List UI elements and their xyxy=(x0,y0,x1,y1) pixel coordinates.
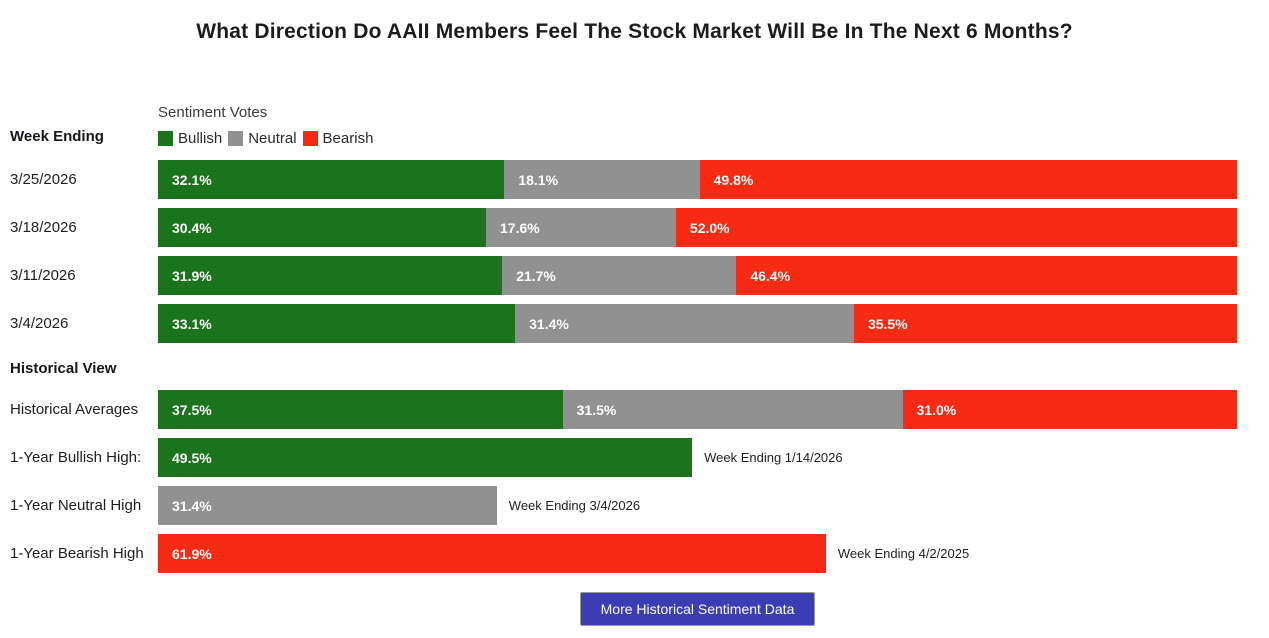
bullish-bar-segment: 30.4% xyxy=(158,208,487,247)
bar-area: 61.9% Week Ending 4/2/2025 xyxy=(158,534,1237,573)
bullish-value-label: 49.5% xyxy=(172,449,212,466)
neutral-bar-segment: 18.1% xyxy=(504,160,700,199)
neutral-value-label: 18.1% xyxy=(518,171,559,188)
neutral-value-label: 31.5% xyxy=(576,401,617,418)
sentiment-row: 3/4/2026 33.1% 31.4% 35.5% xyxy=(10,304,1269,343)
legend-item-bearish: Bearish xyxy=(302,130,374,147)
bearish-bar-segment: 52.0% xyxy=(675,208,1237,247)
week-ending-date: 3/25/2026 xyxy=(10,171,77,188)
sentiment-row: 3/25/2026 32.1% 18.1% 49.8% xyxy=(10,160,1269,199)
bar-area: 49.5% Week Ending 1/14/2026 xyxy=(158,438,1237,477)
page-title: What Direction Do AAII Members Feel The … xyxy=(196,20,1073,43)
bullish-value-label: 32.1% xyxy=(172,171,212,188)
legend-item-neutral: Neutral xyxy=(228,130,297,147)
historical-averages-row: Historical Averages 37.5% 31.5% 31.0% xyxy=(10,390,1269,429)
bearish-bar-segment: 31.0% xyxy=(902,390,1237,429)
week-ending-date: 3/18/2026 xyxy=(10,219,77,236)
week-ending-annotation: Week Ending 4/2/2025 xyxy=(837,546,970,561)
legend: Sentiment Votes Bullish Neutral Bearish xyxy=(158,104,379,147)
bullish-bar-segment: 32.1% xyxy=(158,160,505,199)
neutral-bar-segment: 21.7% xyxy=(502,256,737,295)
stacked-bar: 33.1% 31.4% 35.5% xyxy=(158,304,1237,343)
bullish-swatch-icon xyxy=(158,131,173,146)
bullish-value-label: 31.9% xyxy=(172,267,212,284)
bullish-bar-segment: 33.1% xyxy=(158,304,516,343)
bearish-value-label: 46.4% xyxy=(750,267,791,284)
bearish-value-label: 31.0% xyxy=(916,401,957,418)
stacked-bar: 37.5% 31.5% 31.0% xyxy=(158,390,1237,429)
one-year-bearish-high-row: 1-Year Bearish High 61.9% Week Ending 4/… xyxy=(10,534,1269,573)
stacked-bar: 31.9% 21.7% 46.4% xyxy=(158,256,1237,295)
more-historical-sentiment-data-button[interactable]: More Historical Sentiment Data xyxy=(579,592,816,626)
neutral-bar-segment: 17.6% xyxy=(486,208,676,247)
week-ending-annotation: Week Ending 3/4/2026 xyxy=(508,498,641,513)
bullish-bar-segment: 37.5% xyxy=(158,390,563,429)
legend-items: Bullish Neutral Bearish xyxy=(158,130,379,147)
neutral-swatch-icon xyxy=(228,131,244,146)
bearish-bar-segment: 35.5% xyxy=(853,304,1237,343)
neutral-value-label: 31.4% xyxy=(172,497,212,514)
bearish-value-label: 35.5% xyxy=(867,315,908,332)
neutral-bar-segment: 31.5% xyxy=(562,390,903,429)
sentiment-row: 3/18/2026 30.4% 17.6% 52.0% xyxy=(10,208,1269,247)
button-container: More Historical Sentiment Data xyxy=(158,592,1237,626)
neutral-value-label: 31.4% xyxy=(529,315,569,332)
legend-title: Sentiment Votes xyxy=(158,104,268,121)
bearish-bar-segment: 46.4% xyxy=(736,256,1237,295)
neutral-bar-segment: 31.4% xyxy=(158,486,497,525)
neutral-value-label: 17.6% xyxy=(500,219,540,236)
historical-averages-label: Historical Averages xyxy=(10,401,139,418)
legend-label-neutral: Neutral xyxy=(248,130,297,147)
sentiment-row: 3/11/2026 31.9% 21.7% 46.4% xyxy=(10,256,1269,295)
week-ending-date: 3/11/2026 xyxy=(10,267,76,284)
bearish-bar-segment: 49.8% xyxy=(699,160,1237,199)
stacked-bar: 32.1% 18.1% 49.8% xyxy=(158,160,1237,199)
bullish-bar-segment: 31.9% xyxy=(158,256,503,295)
bearish-value-label: 52.0% xyxy=(689,219,730,236)
bearish-swatch-icon xyxy=(302,131,318,146)
week-ending-column-header: Week Ending xyxy=(10,128,104,145)
bearish-bar-segment: 61.9% xyxy=(158,534,826,573)
week-ending-date: 3/4/2026 xyxy=(10,315,69,332)
bearish-value-label: 49.8% xyxy=(713,171,754,188)
one-year-neutral-high-label: 1-Year Neutral High xyxy=(10,497,142,514)
week-ending-annotation: Week Ending 1/14/2026 xyxy=(704,450,843,465)
neutral-bar-segment: 31.4% xyxy=(515,304,854,343)
sentiment-chart: 3/25/2026 32.1% 18.1% 49.8% 3/18/2026 30… xyxy=(0,160,1269,626)
legend-label-bearish: Bearish xyxy=(322,130,374,147)
legend-label-bullish: Bullish xyxy=(178,130,223,147)
one-year-bullish-high-label: 1-Year Bullish High: xyxy=(10,449,142,466)
bar-area: 31.4% Week Ending 3/4/2026 xyxy=(158,486,1237,525)
bullish-value-label: 33.1% xyxy=(172,315,212,332)
legend-item-bullish: Bullish xyxy=(158,130,222,147)
one-year-bullish-high-row: 1-Year Bullish High: 49.5% Week Ending 1… xyxy=(10,438,1269,477)
bearish-value-label: 61.9% xyxy=(172,545,212,562)
one-year-bearish-high-label: 1-Year Bearish High xyxy=(10,545,144,562)
bullish-value-label: 37.5% xyxy=(172,401,212,418)
historical-view-header: Historical View xyxy=(10,360,117,377)
stacked-bar: 30.4% 17.6% 52.0% xyxy=(158,208,1237,247)
neutral-value-label: 21.7% xyxy=(516,267,556,284)
bullish-bar-segment: 49.5% xyxy=(158,438,693,477)
one-year-neutral-high-row: 1-Year Neutral High 31.4% Week Ending 3/… xyxy=(10,486,1269,525)
bullish-value-label: 30.4% xyxy=(172,219,212,236)
